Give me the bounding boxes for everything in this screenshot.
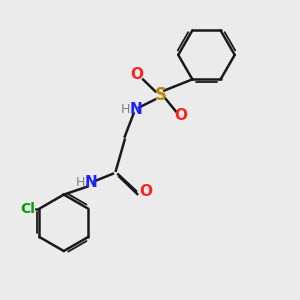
Text: S: S [154,86,166,104]
Text: N: N [130,102,142,117]
Text: O: O [139,184,152,199]
Text: H: H [121,103,130,116]
Text: O: O [130,67,143,82]
Text: N: N [85,175,98,190]
Text: H: H [76,176,86,189]
Text: O: O [175,108,188,123]
Text: Cl: Cl [21,202,35,216]
